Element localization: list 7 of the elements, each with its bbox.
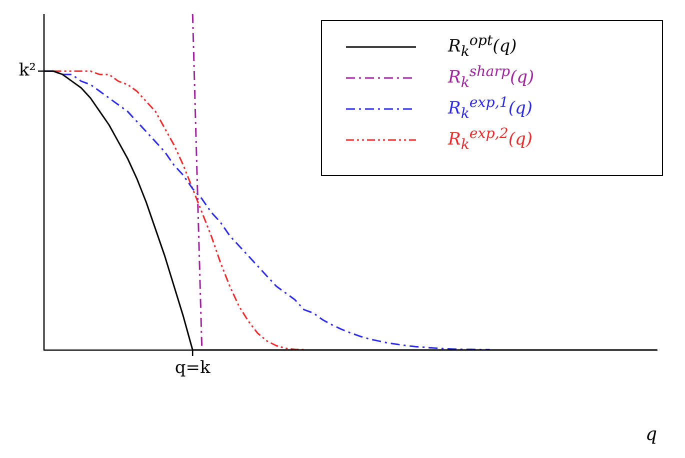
x-axis-title: q xyxy=(645,424,657,445)
legend-label: R$_{k}$$^{exp,1}$(q) xyxy=(448,94,532,122)
text: k² xyxy=(18,60,36,81)
legend-label: R$_{k}$$^{opt}$(q) xyxy=(448,32,517,60)
legend-label: R$_{k}$$^{exp,2}$(q) xyxy=(448,126,532,154)
legend-label: R$_{k}$$^{sharp}$(q) xyxy=(448,64,534,92)
text: q=k xyxy=(174,358,212,378)
